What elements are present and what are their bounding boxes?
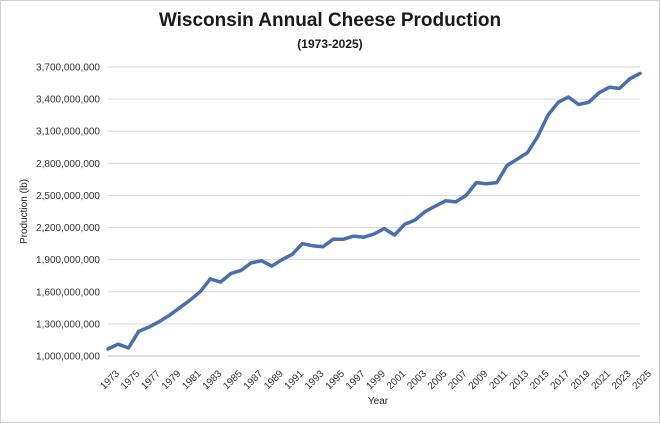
x-tick-label: 1987 — [242, 368, 266, 392]
x-axis-ticks: 1973197519771979198119831985198719891991… — [98, 368, 654, 392]
y-tick-label: 1,600,000,000 — [36, 287, 100, 298]
x-tick-label: 2023 — [610, 368, 634, 392]
x-tick-label: 2011 — [488, 368, 511, 391]
x-tick-label: 2019 — [569, 368, 593, 392]
y-tick-label: 3,400,000,000 — [36, 95, 100, 106]
x-tick-label: 2005 — [426, 368, 450, 392]
y-tick-label: 3,700,000,000 — [36, 63, 100, 74]
y-axis-label: Production (lb) — [19, 179, 30, 244]
x-tick-label: 1997 — [344, 368, 368, 392]
x-tick-label: 2017 — [549, 368, 573, 392]
x-tick-label: 1989 — [262, 368, 286, 392]
y-tick-label: 1,000,000,000 — [36, 352, 100, 363]
y-tick-label: 3,100,000,000 — [36, 127, 100, 138]
chart-title: Wisconsin Annual Cheese Production — [158, 10, 502, 31]
x-tick-label: 1991 — [283, 368, 307, 392]
x-tick-label: 1999 — [364, 368, 388, 392]
y-tick-label: 2,200,000,000 — [36, 223, 100, 234]
y-tick-label: 1,900,000,000 — [36, 255, 100, 266]
y-tick-label: 2,500,000,000 — [36, 191, 100, 202]
x-tick-label: 1979 — [160, 368, 184, 392]
x-tick-label: 1993 — [303, 368, 327, 392]
chart-subtitle: (1973-2025) — [297, 37, 363, 51]
y-tick-label: 2,800,000,000 — [36, 159, 100, 170]
x-tick-label: 1983 — [201, 368, 225, 392]
x-tick-label: 1973 — [98, 368, 122, 392]
x-tick-label: 2025 — [630, 368, 654, 392]
x-tick-label: 1975 — [119, 368, 143, 392]
x-tick-label: 2009 — [467, 368, 491, 392]
series-line — [106, 71, 642, 351]
x-tick-label: 2015 — [528, 368, 552, 392]
x-tick-label: 1985 — [221, 368, 245, 392]
y-tick-label: 1,300,000,000 — [36, 319, 100, 330]
x-tick-label: 2001 — [385, 368, 409, 392]
y-axis-ticks: 1,000,000,000 1,300,000,000 1,600,000,000 1… — [36, 63, 100, 363]
x-tick-label: 1977 — [139, 368, 163, 392]
gridlines — [108, 66, 640, 325]
x-tick-label: 2007 — [446, 368, 470, 392]
x-tick-label: 2013 — [508, 368, 532, 392]
x-tick-label: 2003 — [405, 368, 429, 392]
x-axis-label: Year — [368, 396, 389, 407]
x-tick-label: 2021 — [590, 368, 614, 392]
x-tick-label: 1981 — [180, 368, 204, 392]
x-tick-label: 1995 — [324, 368, 348, 392]
